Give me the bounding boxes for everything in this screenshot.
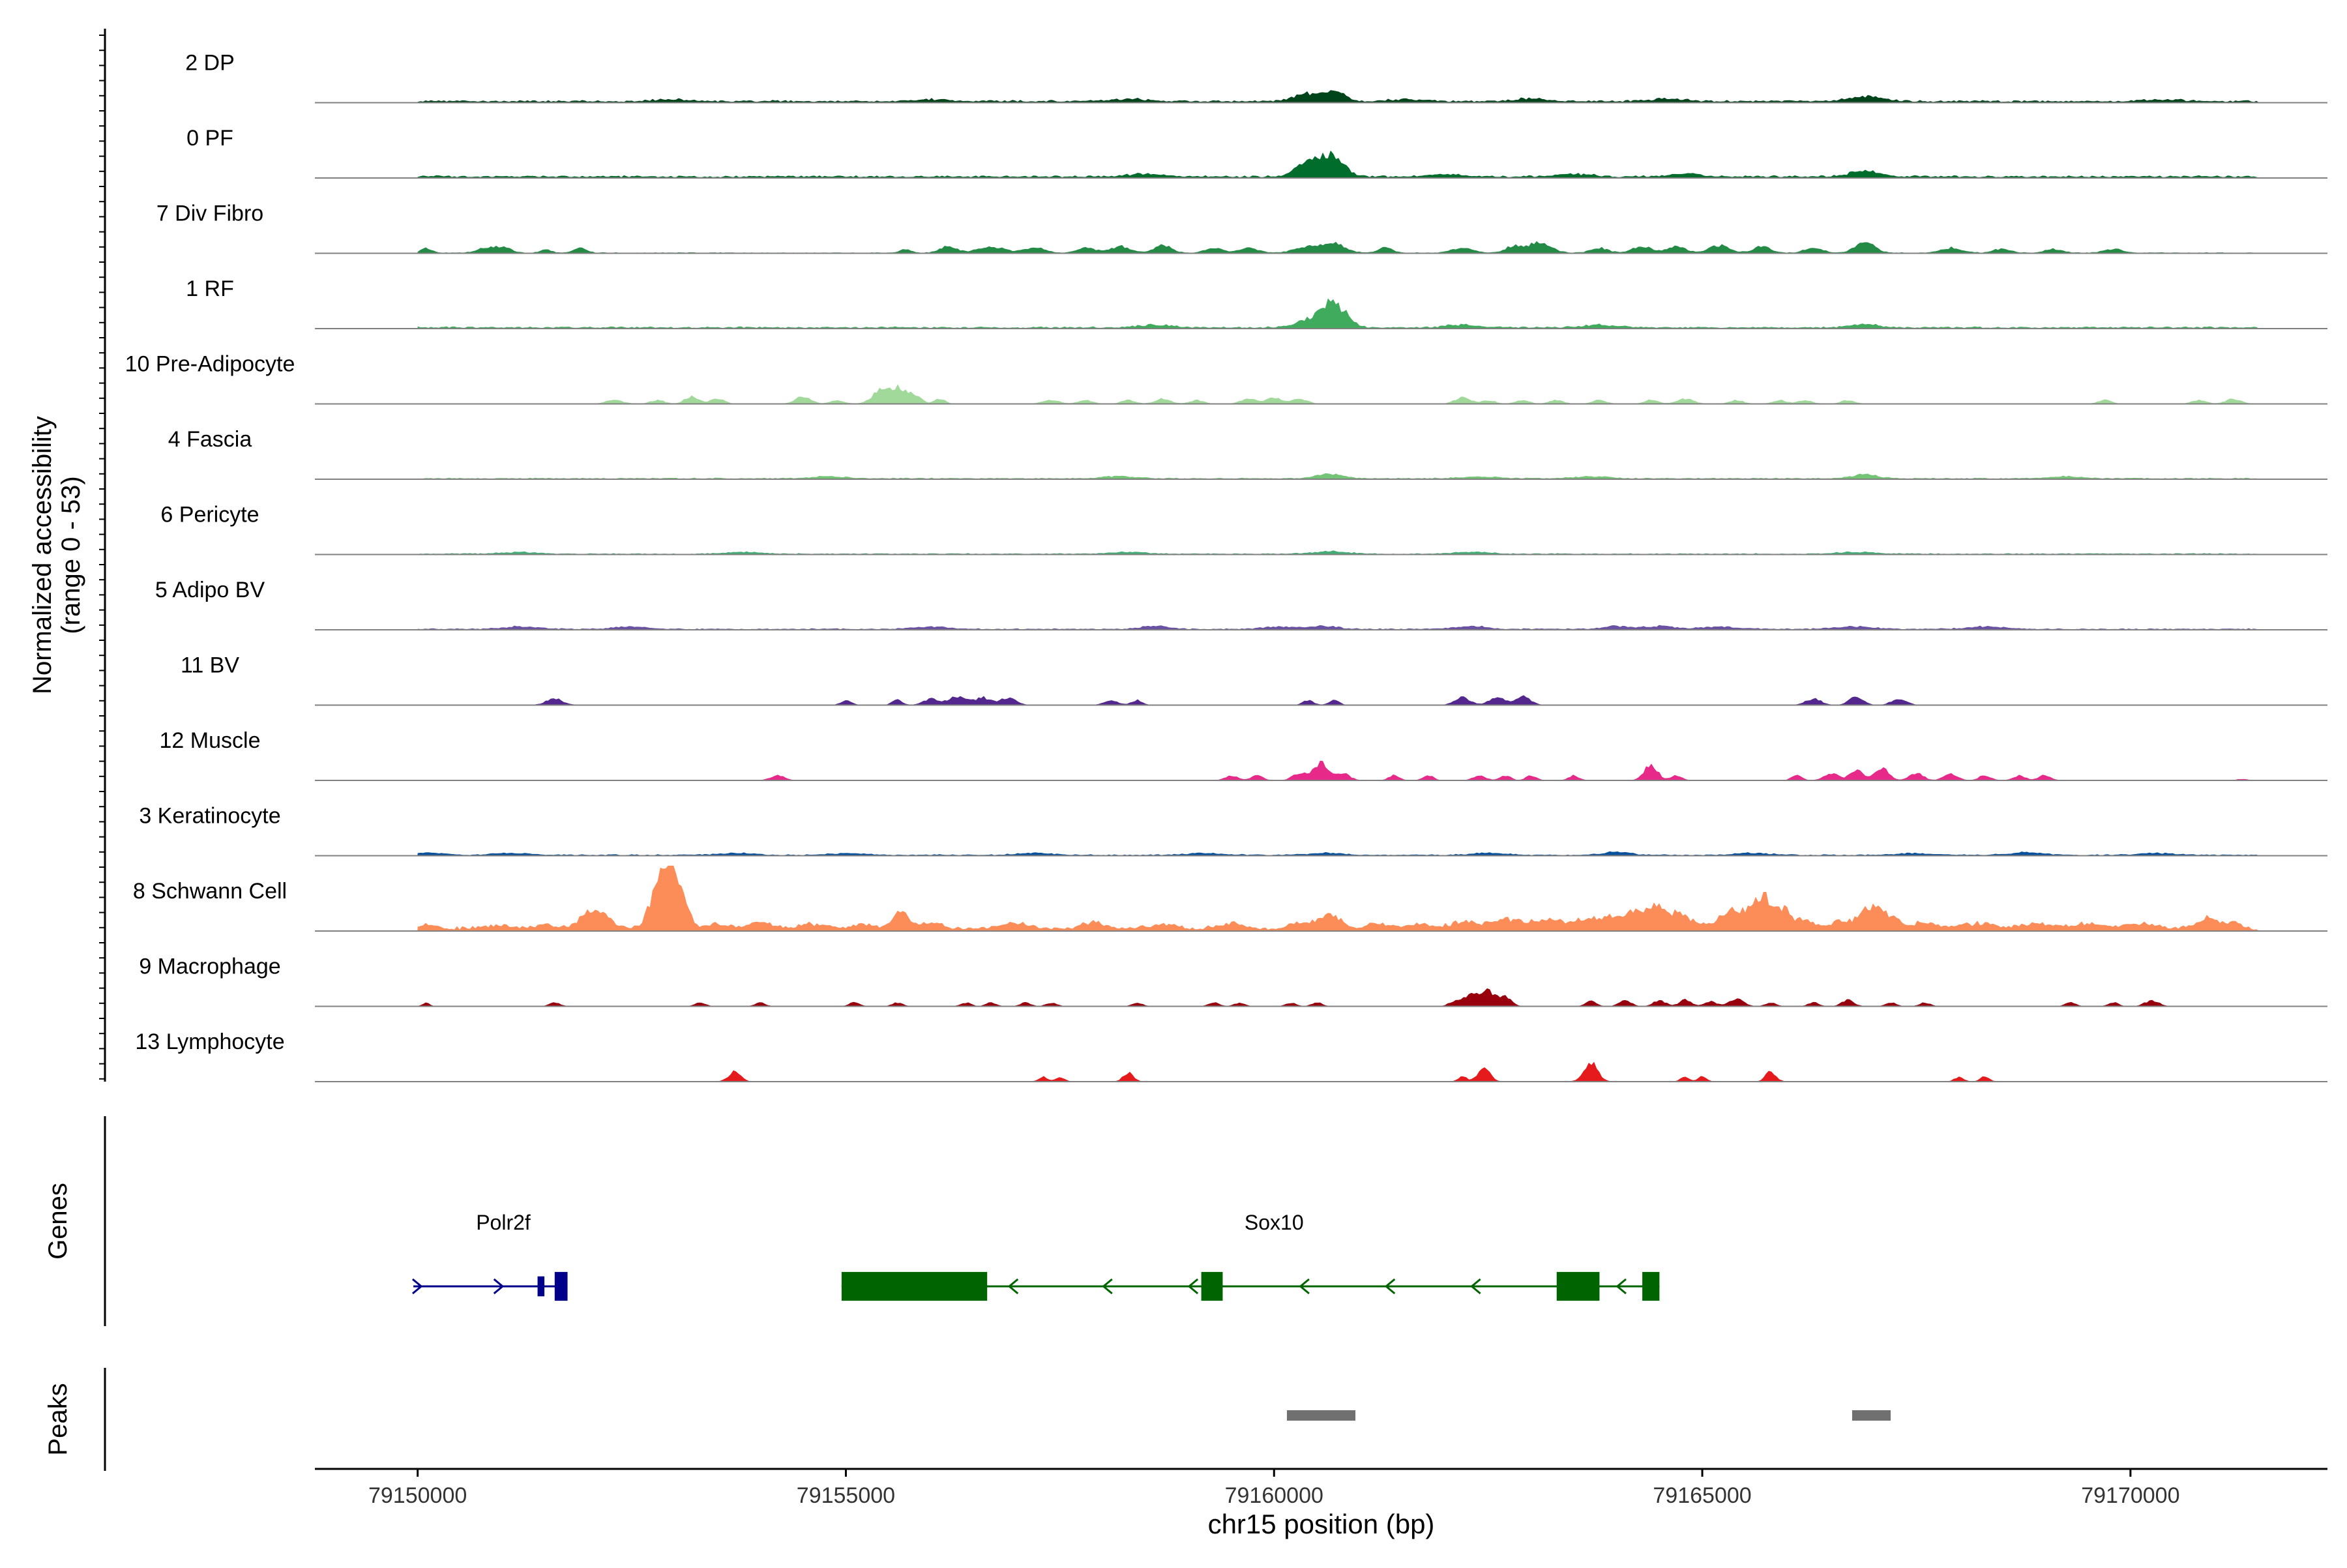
y-axis-label: Normalized accessibility(range 0 - 53): [28, 416, 85, 694]
strand-arrow: [493, 1278, 505, 1295]
track-label: 1 RF: [186, 276, 234, 301]
x-tick-label: 79170000: [2081, 1483, 2179, 1508]
coverage-area: [417, 695, 2260, 705]
track-7: 5 Adipo BV: [155, 578, 2327, 630]
x-tick-label: 79150000: [368, 1483, 467, 1508]
strand-arrow: [1007, 1278, 1019, 1295]
x-tick-label: 79155000: [797, 1483, 895, 1508]
y-axis-label-line1: Normalized accessibility: [28, 416, 57, 694]
gene-sox10: Sox10: [841, 1211, 1660, 1301]
strand-arrow: [1187, 1278, 1199, 1295]
track-4: 10 Pre-Adipocyte: [125, 352, 2327, 405]
track-3: 1 RF: [186, 276, 2327, 329]
gene-exon: [841, 1271, 988, 1301]
strand-arrow: [1102, 1278, 1113, 1295]
track-label: 7 Div Fibro: [156, 201, 263, 226]
coverage-area: [417, 625, 2260, 630]
gene-exon: [537, 1276, 545, 1297]
gene-name: Sox10: [1245, 1211, 1304, 1234]
strand-arrow: [1384, 1278, 1396, 1295]
peak-region: [1286, 1410, 1356, 1421]
track-5: 4 Fascia: [168, 427, 2327, 480]
coverage-area: [417, 298, 2260, 329]
track-label: 9 Macrophage: [139, 954, 280, 979]
track-label: 2 DP: [185, 51, 235, 76]
strand-arrow: [411, 1278, 423, 1295]
gene-exon: [1556, 1271, 1600, 1301]
track-0: 2 DP: [185, 51, 2327, 104]
track-label: 4 Fascia: [168, 427, 252, 452]
track-9: 12 Muscle: [160, 728, 2327, 781]
peaks-panel-label: Peaks: [44, 1383, 72, 1455]
coverage-area: [417, 851, 2260, 856]
track-label: 3 Keratinocyte: [139, 804, 280, 829]
gene-exon: [1201, 1271, 1223, 1301]
track-label: 6 Pericyte: [160, 503, 259, 527]
peak-region: [1852, 1410, 1891, 1421]
genes-panel-label: Genes: [44, 1183, 72, 1260]
coverage-area: [417, 151, 2260, 179]
track-label: 10 Pre-Adipocyte: [125, 352, 295, 377]
coverage-area: [417, 241, 2260, 254]
gene-polr2f: Polr2f: [411, 1211, 568, 1301]
gene-name: Polr2f: [476, 1211, 531, 1234]
track-label: 13 Lymphocyte: [135, 1029, 284, 1054]
coverage-area: [417, 865, 2260, 932]
track-1: 0 PF: [186, 126, 2327, 179]
strand-arrow: [1470, 1278, 1481, 1295]
coverage-area: [417, 473, 2260, 480]
strand-arrow: [1616, 1278, 1627, 1295]
track-8: 11 BV: [181, 653, 2327, 706]
track-label: 0 PF: [186, 126, 233, 151]
track-label: 5 Adipo BV: [155, 578, 265, 602]
coverage-area: [417, 1061, 2260, 1082]
coverage-area: [417, 988, 2260, 1007]
track-label: 11 BV: [181, 653, 239, 678]
x-axis-label: chr15 position (bp): [1208, 1509, 1435, 1539]
y-axis-label-line2: (range 0 - 53): [57, 476, 85, 634]
track-12: 9 Macrophage: [139, 954, 2327, 1007]
coverage-area: [417, 760, 2260, 781]
coverage-area: [417, 384, 2260, 404]
track-label: 12 Muscle: [160, 728, 261, 753]
track-13: 13 Lymphocyte: [135, 1029, 2327, 1082]
gene-exon: [554, 1271, 568, 1301]
strand-arrow: [1299, 1278, 1310, 1295]
track-label: 8 Schwann Cell: [133, 879, 287, 904]
x-tick-label: 79160000: [1225, 1483, 1323, 1508]
gene-exon: [1642, 1271, 1660, 1301]
track-10: 3 Keratinocyte: [139, 804, 2327, 857]
x-tick-label: 79165000: [1653, 1483, 1751, 1508]
coverage-area: [417, 90, 2260, 103]
track-11: 8 Schwann Cell: [133, 865, 2327, 932]
track-6: 6 Pericyte: [160, 503, 2327, 555]
track-2: 7 Div Fibro: [156, 201, 2327, 254]
